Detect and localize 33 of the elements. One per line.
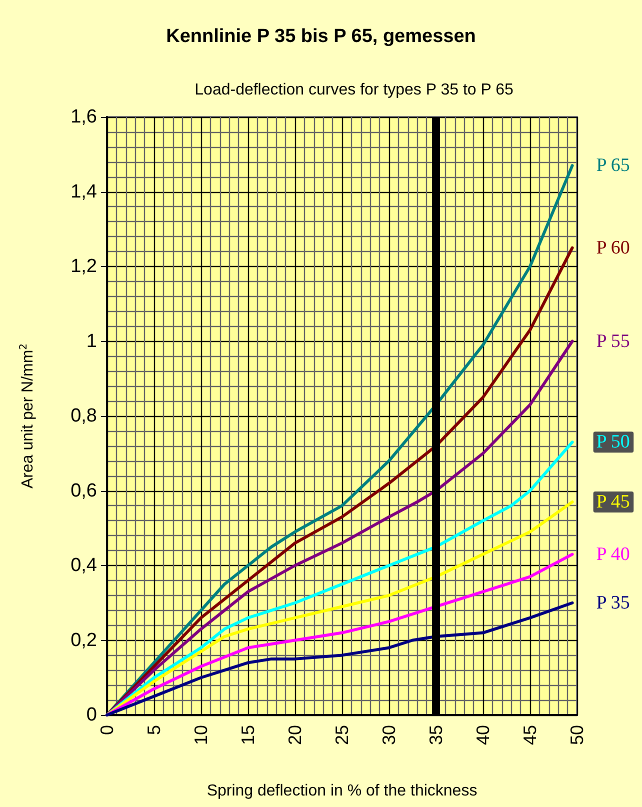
x-axis-title: Spring deflection in % of the thickness xyxy=(206,782,478,800)
y-tick-label: 0,2 xyxy=(70,630,97,651)
y-tick-label: 0,4 xyxy=(70,555,98,576)
series-label: P 45 xyxy=(596,491,630,512)
series-label: P 35 xyxy=(596,592,630,614)
y-tick-label: 1,6 xyxy=(70,106,97,128)
x-tick-label: 30 xyxy=(379,725,399,746)
x-tick-label: 40 xyxy=(473,725,493,746)
chart-subtitle: Load-deflection curves for types P 35 to P 65 xyxy=(194,82,514,98)
line-series xyxy=(106,601,574,716)
line-series xyxy=(106,552,574,716)
y-tick-label: 0,6 xyxy=(70,480,97,502)
series-label: P 40 xyxy=(596,544,630,565)
y-tick-label: 0,8 xyxy=(70,406,97,426)
line-series xyxy=(106,340,574,716)
x-tick-label: 0 xyxy=(97,725,117,736)
series-label: P 65 xyxy=(596,155,630,176)
x-tick-label: 20 xyxy=(285,725,305,746)
chart-title: Kennlinie P 35 bis P 65, gemessen xyxy=(166,26,476,47)
y-axis-title: Area unit per N/mm2 xyxy=(18,343,36,489)
x-tick-label: 10 xyxy=(191,725,211,746)
series-label: P 50 xyxy=(596,432,630,453)
x-tick-label: 50 xyxy=(567,725,587,746)
series-label: P 60 xyxy=(596,237,630,258)
y-tick-label: 1 xyxy=(86,330,97,352)
x-tick-label: 15 xyxy=(238,725,258,746)
x-tick-label: 5 xyxy=(144,725,164,736)
x-tick-label: 35 xyxy=(426,725,446,746)
series-label: P 55 xyxy=(596,330,630,352)
y-tick-label: 1,4 xyxy=(70,181,98,202)
y-tick-label: 1,2 xyxy=(70,256,97,277)
x-tick-label: 45 xyxy=(520,725,540,746)
x-tick-label: 25 xyxy=(332,725,352,746)
